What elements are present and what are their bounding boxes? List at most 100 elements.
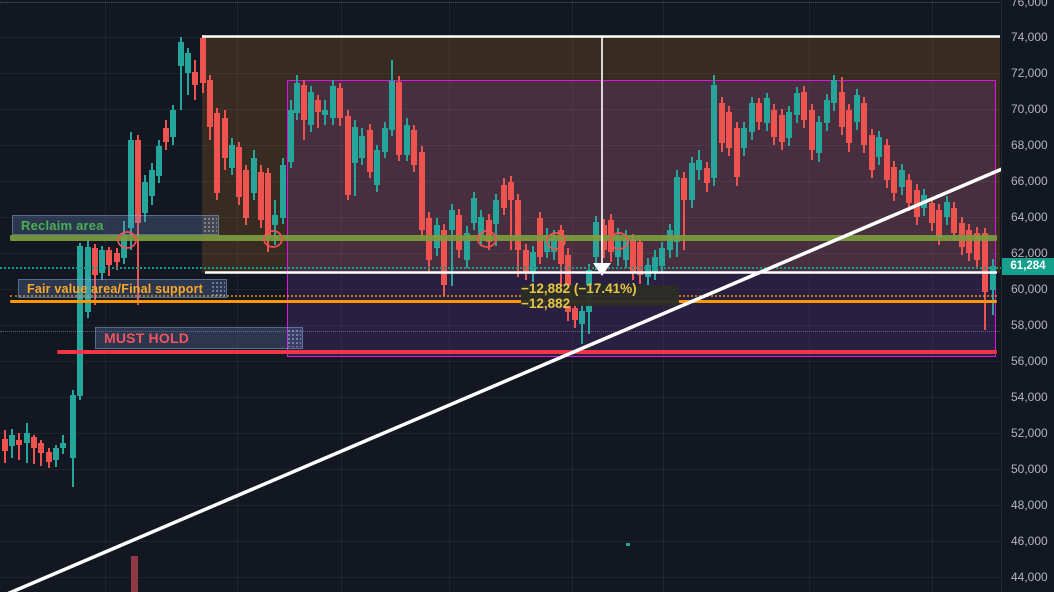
reclaim-level-line[interactable]	[10, 234, 997, 242]
y-axis-tick: 46,000	[1011, 533, 1048, 548]
candle-body	[236, 147, 242, 197]
trendline	[7, 167, 1003, 592]
candle-body	[352, 127, 358, 164]
candle-body	[156, 146, 162, 176]
y-axis-tick: 70,000	[1011, 102, 1048, 117]
candle-body	[756, 103, 762, 122]
candle-body	[493, 200, 499, 225]
must-hold-level-line[interactable]	[57, 350, 997, 354]
candle-body	[771, 110, 777, 138]
candle-body	[251, 157, 257, 193]
candle-body	[929, 202, 935, 223]
candle-body	[508, 182, 514, 201]
h-gridline	[0, 1, 1002, 3]
candle-body	[891, 166, 897, 193]
candle-body	[192, 71, 198, 86]
y-axis-tick: 44,000	[1011, 569, 1048, 584]
last-price-tag: 61,284	[1002, 257, 1054, 275]
candle-body	[839, 92, 845, 128]
candle-body	[9, 434, 15, 447]
fair-value-text: Fair value area/Final support	[27, 281, 203, 296]
measure-result-label[interactable]: −12,882 (−17.41%) −12,882	[521, 281, 679, 311]
candle-wick	[683, 172, 685, 250]
candle-body	[389, 80, 395, 131]
candle-body	[824, 100, 830, 123]
candle-body	[652, 256, 658, 273]
candle-body	[207, 79, 213, 128]
candle-body	[764, 97, 770, 123]
candle-body	[899, 169, 905, 187]
y-axis-tick: 58,000	[1011, 318, 1048, 333]
candle-body	[294, 83, 300, 113]
candle-wick	[18, 432, 20, 460]
candle-body	[551, 235, 557, 253]
measured-move-shaded-box[interactable]	[202, 36, 1000, 274]
candle-body	[170, 110, 176, 138]
candle-body	[704, 167, 710, 184]
h-gridline	[0, 37, 1002, 39]
y-axis-tick: 74,000	[1011, 30, 1048, 45]
measure-arrowhead-icon	[593, 263, 611, 276]
candle-body	[243, 169, 249, 219]
retest-circle-marker	[609, 232, 629, 250]
h-gridline	[0, 325, 1002, 327]
candle-body	[345, 115, 351, 195]
candle-body	[579, 310, 585, 325]
h-gridline	[0, 253, 1002, 255]
candle-body	[515, 200, 521, 250]
candle-body	[121, 235, 127, 258]
candle-body	[906, 180, 912, 203]
price-axis[interactable]: 61,284 76,000 74,000 72,000 70,000 68,000 66,…	[1001, 0, 1054, 592]
candle-body	[367, 130, 373, 173]
candle-body	[936, 210, 942, 237]
y-axis-tick: 54,000	[1011, 389, 1048, 404]
candle-body	[951, 208, 957, 234]
candle-body	[53, 448, 59, 460]
label-dotted-tail	[287, 329, 301, 347]
candle-body	[846, 110, 852, 143]
candle-body	[77, 245, 83, 397]
h-gridline	[0, 181, 1002, 183]
last-price-value: 61,284	[1010, 260, 1046, 273]
candle-body	[149, 169, 155, 196]
candle-body	[382, 128, 388, 152]
range-extension-dotted-line	[0, 330, 1002, 332]
candle-body	[565, 254, 571, 312]
fair-value-level-line[interactable]	[10, 300, 997, 304]
reclaim-area-label[interactable]: Reclaim area	[12, 215, 219, 235]
candle-body	[178, 41, 184, 67]
candle-body	[272, 214, 278, 226]
candle-body	[982, 233, 988, 292]
fair-value-dotted-line	[10, 295, 997, 298]
candle-body	[214, 112, 220, 193]
candle-body	[92, 247, 98, 275]
candle-body	[861, 103, 867, 146]
tiny-marker-dot	[626, 543, 630, 546]
candle-body	[501, 184, 507, 209]
candle-body	[359, 136, 365, 158]
candle-body	[200, 38, 206, 84]
candle-body	[869, 134, 875, 170]
candle-body	[337, 87, 343, 119]
candle-body	[114, 253, 120, 263]
candle-body	[674, 176, 680, 243]
fair-value-label[interactable]: Fair value area/Final support	[18, 279, 227, 298]
candle-body	[315, 100, 321, 113]
candle-body	[449, 210, 455, 230]
candle-body	[330, 86, 336, 119]
h-gridline	[0, 432, 1002, 434]
candle-body	[630, 239, 636, 273]
must-hold-label[interactable]: MUST HOLD	[95, 327, 303, 349]
y-axis-tick: 48,000	[1011, 497, 1048, 512]
candle-body	[265, 173, 271, 237]
candle-body	[681, 177, 687, 201]
candle-body	[374, 149, 380, 185]
candle-wick	[33, 434, 35, 465]
candle-body	[301, 85, 307, 121]
candle-wick	[94, 244, 96, 306]
y-axis-tick: 50,000	[1011, 461, 1048, 476]
